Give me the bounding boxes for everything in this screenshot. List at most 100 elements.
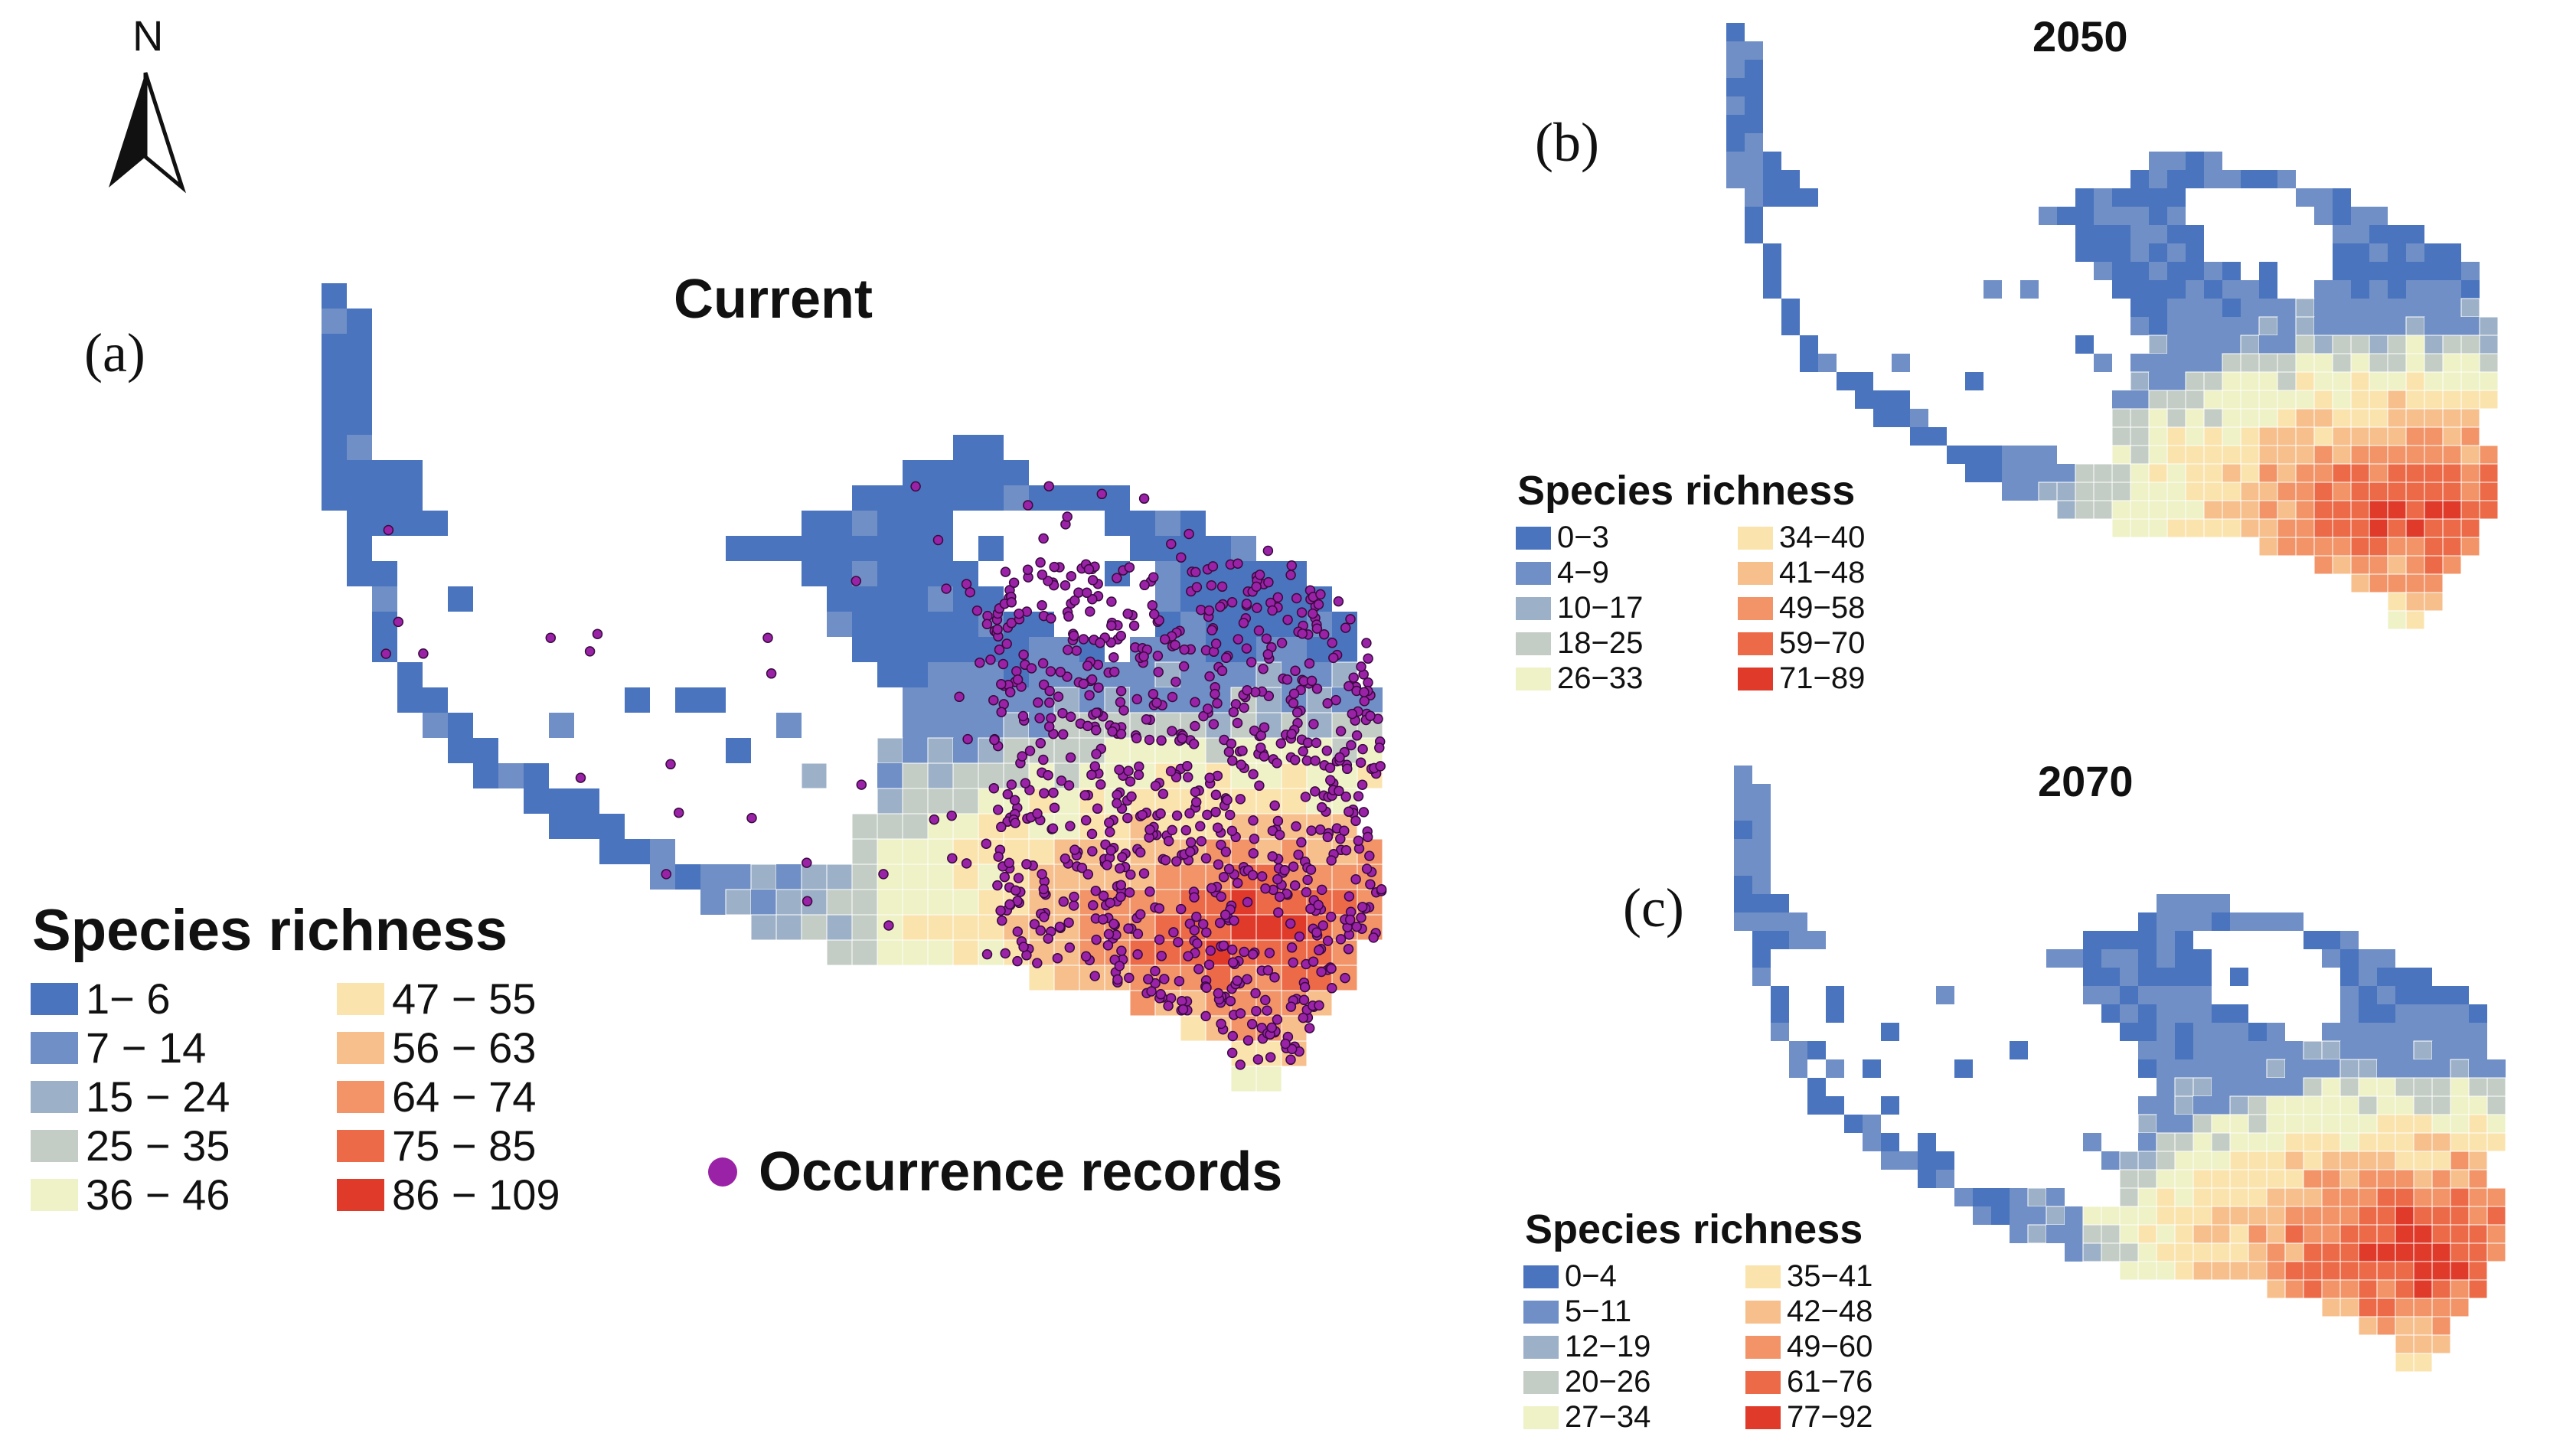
legend-label: 27−34 xyxy=(1565,1400,1651,1434)
legend-class-4: 20−26 xyxy=(1523,1365,1650,1399)
legend-class-1: 0−3 xyxy=(1516,521,1609,555)
legend-swatch xyxy=(1738,667,1773,690)
legend-swatch xyxy=(1745,1300,1781,1324)
legend-swatch xyxy=(1516,596,1551,620)
plateau-outline xyxy=(1734,766,2513,1363)
legend-swatch xyxy=(1523,1265,1559,1288)
legend-swatch xyxy=(1738,561,1773,585)
panel-a-letter: (a) xyxy=(84,322,145,384)
legend-swatch xyxy=(337,1080,384,1113)
legend-swatch xyxy=(1738,526,1773,550)
legend-label: 75 − 85 xyxy=(392,1121,537,1170)
north-arrow-icon xyxy=(109,72,186,194)
legend-label: 18−25 xyxy=(1557,626,1644,660)
legend-class-10: 71−89 xyxy=(1738,661,1865,696)
legend-swatch xyxy=(1738,632,1773,655)
legend-label: 42−48 xyxy=(1787,1294,1873,1328)
legend-swatch xyxy=(1738,596,1773,620)
legend-class-8: 49−58 xyxy=(1738,591,1865,625)
panel-c-title: 2070 xyxy=(2038,757,2134,805)
panel-b-title: 2050 xyxy=(2032,12,2128,60)
legend-label: 4−9 xyxy=(1557,556,1609,589)
panel-a-legend-title: Species richness xyxy=(32,898,508,963)
legend-label: 20−26 xyxy=(1565,1365,1651,1399)
legend-label: 0−4 xyxy=(1565,1259,1617,1293)
legend-class-2: 5−11 xyxy=(1523,1294,1631,1329)
legend-swatch xyxy=(1523,1370,1559,1394)
legend-class-3: 10−17 xyxy=(1516,591,1643,625)
occurrence-dot-icon xyxy=(708,1157,737,1187)
legend-label: 41−48 xyxy=(1779,556,1866,589)
legend-swatch xyxy=(1523,1335,1559,1359)
legend-class-9: 61−76 xyxy=(1745,1365,1873,1399)
legend-class-6: 34−40 xyxy=(1738,521,1865,555)
legend-class-3: 12−19 xyxy=(1523,1330,1650,1364)
legend-label: 47 − 55 xyxy=(392,974,537,1023)
legend-swatch xyxy=(1745,1335,1781,1359)
legend-class-4: 25 − 35 xyxy=(31,1121,230,1170)
legend-label: 86 − 109 xyxy=(392,1170,560,1219)
legend-label: 35−41 xyxy=(1787,1259,1873,1293)
legend-label: 10−17 xyxy=(1557,591,1644,625)
legend-class-6: 47 − 55 xyxy=(337,974,536,1023)
legend-class-2: 4−9 xyxy=(1516,556,1609,590)
legend-swatch xyxy=(31,1178,78,1211)
legend-class-1: 0−4 xyxy=(1523,1259,1617,1294)
legend-swatch xyxy=(1745,1405,1781,1429)
legend-swatch xyxy=(337,1129,384,1162)
legend-label: 26−33 xyxy=(1557,661,1644,695)
legend-swatch xyxy=(337,1178,384,1211)
legend-swatch xyxy=(31,1031,78,1064)
legend-class-3: 15 − 24 xyxy=(31,1072,230,1121)
legend-swatch xyxy=(337,1031,384,1064)
legend-swatch xyxy=(1516,667,1551,690)
legend-swatch xyxy=(1516,561,1551,585)
legend-label: 64 − 74 xyxy=(392,1072,537,1121)
2050-richness-map xyxy=(1726,23,2509,630)
legend-swatch xyxy=(1523,1405,1559,1429)
panel-b-letter: (b) xyxy=(1535,112,1599,173)
panel-c-letter: (c) xyxy=(1623,877,1684,939)
legend-class-10: 86 − 109 xyxy=(337,1170,560,1219)
legend-label: 59−70 xyxy=(1779,626,1866,660)
legend-label: 34−40 xyxy=(1779,521,1866,554)
legend-label: 25 − 35 xyxy=(86,1121,230,1170)
legend-class-9: 75 − 85 xyxy=(337,1121,536,1170)
panel-b-legend-title: Species richness xyxy=(1517,468,1856,514)
legend-label: 12−19 xyxy=(1565,1330,1651,1363)
legend-class-4: 18−25 xyxy=(1516,626,1643,661)
legend-class-5: 36 − 46 xyxy=(31,1170,230,1219)
legend-swatch xyxy=(1745,1370,1781,1394)
legend-class-8: 49−60 xyxy=(1745,1330,1873,1364)
legend-swatch xyxy=(1745,1265,1781,1288)
legend-swatch xyxy=(337,982,384,1015)
legend-label: 36 − 46 xyxy=(86,1170,230,1219)
legend-swatch xyxy=(1523,1300,1559,1324)
legend-swatch xyxy=(1516,632,1551,655)
legend-class-7: 41−48 xyxy=(1738,556,1865,590)
north-arrow-label: N xyxy=(132,11,164,60)
legend-swatch xyxy=(31,982,78,1015)
legend-class-10: 77−92 xyxy=(1745,1400,1873,1435)
panel-b-legend: 0−3 4−9 10−17 18−25 26−33 34−40 41−48 49−58 59−7… xyxy=(1516,521,1944,704)
panel-a-title: Current xyxy=(674,269,873,330)
legend-class-5: 26−33 xyxy=(1516,661,1643,696)
legend-swatch xyxy=(1516,526,1551,550)
legend-class-8: 64 − 74 xyxy=(337,1072,536,1121)
legend-label: 7 − 14 xyxy=(86,1023,207,1072)
current-richness-map xyxy=(322,283,1400,1092)
occurrence-records-label: Occurrence records xyxy=(759,1141,1283,1203)
legend-label: 49−58 xyxy=(1779,591,1866,625)
legend-label: 71−89 xyxy=(1779,661,1866,695)
legend-class-5: 27−34 xyxy=(1523,1400,1650,1435)
panel-c-legend: 0−4 5−11 12−19 20−26 27−34 35−41 42−48 49−60 61−… xyxy=(1523,1259,1952,1443)
legend-label: 15 − 24 xyxy=(86,1072,230,1121)
2070-richness-map xyxy=(1734,766,2513,1373)
legend-label: 61−76 xyxy=(1787,1365,1873,1399)
legend-swatch xyxy=(31,1080,78,1113)
legend-label: 77−92 xyxy=(1787,1400,1873,1434)
legend-class-2: 7 − 14 xyxy=(31,1023,206,1072)
legend-label: 5−11 xyxy=(1565,1294,1632,1328)
legend-label: 56 − 63 xyxy=(392,1023,537,1072)
legend-label: 49−60 xyxy=(1787,1330,1873,1363)
